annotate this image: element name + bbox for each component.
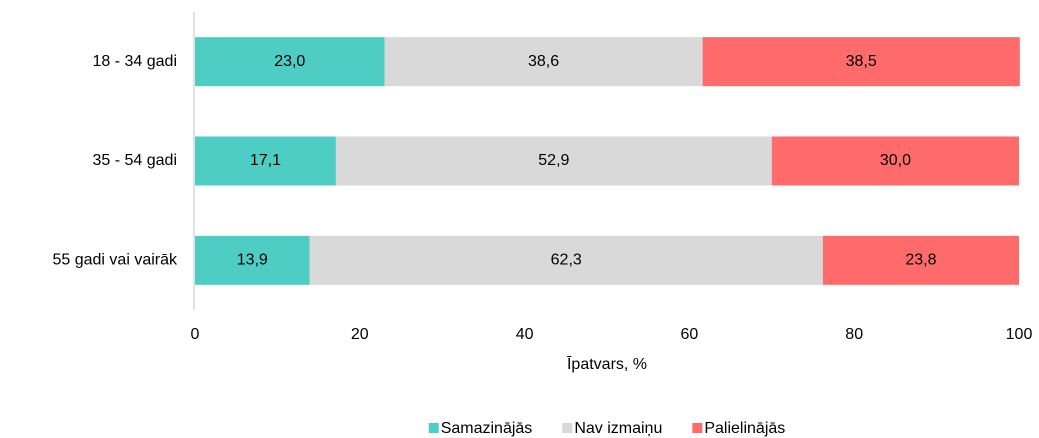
- bar-segment: [702, 37, 1020, 87]
- data-label: 62,3: [551, 252, 582, 269]
- bar-segment: [771, 136, 1019, 186]
- legend-swatch: [562, 423, 573, 433]
- x-axis-title: Īpatvars, %: [567, 355, 647, 373]
- x-tick-label: 80: [845, 326, 863, 343]
- data-label: 23,0: [274, 53, 305, 70]
- x-tick-label: 0: [191, 326, 200, 343]
- y-tick-label: 18 - 34 gadi: [92, 53, 177, 70]
- data-label: 23,8: [905, 252, 936, 269]
- legend-swatch: [692, 423, 703, 433]
- x-tick-label: 100: [1006, 326, 1033, 343]
- y-tick-label: 35 - 54 gadi: [92, 152, 177, 169]
- data-label: 38,6: [528, 53, 559, 70]
- x-tick-label: 60: [681, 326, 699, 343]
- bar-segment: [195, 235, 310, 285]
- legend-swatch: [428, 423, 439, 433]
- bar-segment: [195, 37, 385, 87]
- data-label: 13,9: [237, 252, 268, 269]
- y-tick-label: 55 gadi vai vairāk: [52, 252, 178, 269]
- bar-segment: [195, 136, 336, 186]
- x-tick-label: 20: [351, 326, 369, 343]
- data-label: 52,9: [538, 152, 569, 169]
- bar-segment: [309, 235, 823, 285]
- legend-label: Palielinājās: [704, 420, 785, 437]
- legend-label: Nav izmaiņu: [574, 420, 662, 437]
- bar-segment: [822, 235, 1019, 285]
- data-label: 30,0: [880, 152, 911, 169]
- data-label: 17,1: [250, 152, 281, 169]
- bar-segment: [384, 37, 703, 87]
- bar-segment: [335, 136, 772, 186]
- legend-label: Samazinājās: [441, 420, 533, 437]
- x-tick-label: 40: [516, 326, 534, 343]
- data-label: 38,5: [846, 53, 877, 70]
